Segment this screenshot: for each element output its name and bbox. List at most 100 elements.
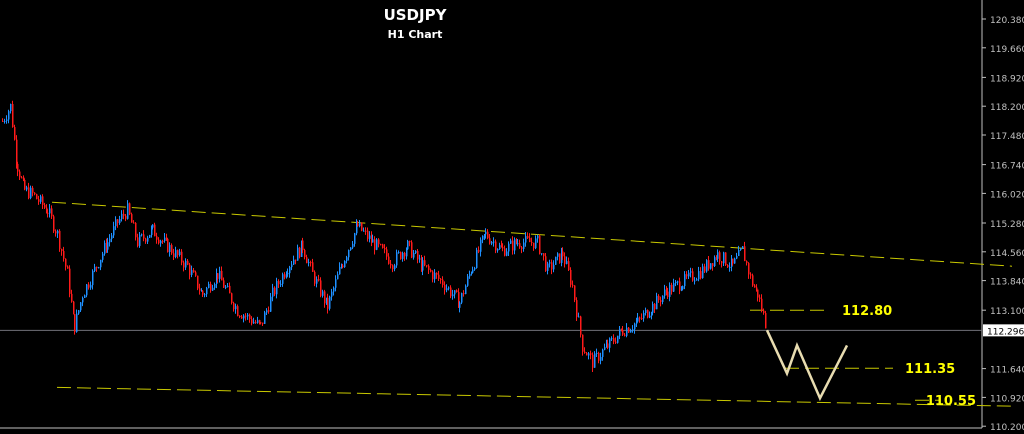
candle-body [287, 273, 289, 275]
candle-body [94, 266, 96, 271]
candle-body [312, 262, 314, 272]
candle-body [149, 234, 151, 238]
candle-body [617, 335, 619, 343]
candle-body [754, 285, 756, 288]
candle-body [656, 295, 658, 310]
candle-body [111, 235, 113, 239]
candle-body [409, 240, 411, 243]
candle-body [564, 256, 566, 264]
candle-body [322, 291, 324, 296]
candle-body [201, 290, 203, 292]
candle-body [576, 300, 578, 318]
candle-body [90, 285, 92, 288]
candle-body [531, 242, 533, 244]
candle-body [367, 230, 369, 239]
y-tick-label: 117.480 [990, 132, 1024, 142]
candle-body [411, 242, 413, 258]
candle-body [23, 177, 25, 180]
candle-body [96, 266, 98, 268]
candle-body [337, 274, 339, 280]
candle-body [630, 330, 632, 333]
candle-body [545, 256, 547, 271]
candle-body [107, 242, 109, 250]
candle-body [84, 295, 86, 298]
candle-body [14, 127, 16, 140]
candle-body [137, 237, 139, 246]
candle-body [316, 279, 318, 284]
candle-body [151, 227, 153, 235]
candle-body [484, 234, 486, 236]
candle-body [621, 328, 623, 331]
candle-body [17, 163, 19, 172]
candle-body [716, 257, 718, 259]
candle-body [216, 273, 218, 284]
candle-body [73, 301, 75, 315]
candle-body [260, 322, 262, 324]
candle-body [465, 285, 467, 295]
candle-body [143, 234, 145, 239]
candle-body [694, 280, 696, 282]
candle-body [331, 291, 333, 297]
candle-body [671, 284, 673, 292]
candle-body [206, 287, 208, 295]
candle-body [499, 245, 501, 249]
candle-body [156, 236, 158, 240]
candle-body [482, 235, 484, 240]
candle-body [572, 284, 574, 286]
candle-body [342, 265, 344, 268]
candle-body [247, 314, 249, 317]
candle-body [19, 171, 21, 178]
candle-body [426, 265, 428, 267]
candle-body [320, 280, 322, 296]
candle-body [357, 223, 359, 227]
candle-body [624, 334, 626, 336]
candle-body [594, 353, 596, 368]
candle-body [588, 353, 590, 356]
candle-body [606, 343, 608, 348]
candle-body [257, 320, 259, 323]
candle-body [636, 321, 638, 324]
candle-body [628, 327, 630, 333]
candle-body [193, 270, 195, 273]
candle-body [295, 259, 297, 261]
candle-body [392, 265, 394, 270]
candle-body [696, 279, 698, 281]
candle-body [497, 248, 499, 251]
candle-body [333, 287, 335, 292]
candle-body [454, 290, 456, 295]
chart-subtitle: H1 Chart [387, 28, 443, 41]
candle-body [131, 214, 133, 223]
candle-body [442, 279, 444, 286]
candle-body [121, 213, 123, 220]
candle-body [133, 222, 135, 224]
candle-body [42, 196, 44, 205]
candle-body [229, 285, 231, 294]
candle-body [590, 353, 592, 355]
candle-body [147, 237, 149, 242]
candle-body [308, 262, 310, 264]
candle-body [752, 275, 754, 286]
candle-body [185, 260, 187, 268]
candle-body [384, 248, 386, 250]
candle-body [708, 260, 710, 269]
candle-body [208, 283, 210, 288]
candle-body [88, 284, 90, 288]
candle-body [8, 111, 10, 120]
candle-body [289, 267, 291, 274]
candle-body [662, 295, 664, 302]
candle-body [301, 240, 303, 257]
candle-body [264, 312, 266, 324]
candle-body [314, 271, 316, 284]
candle-body [388, 256, 390, 264]
candle-body [348, 250, 350, 258]
candle-body [40, 196, 42, 202]
candle-body [517, 243, 519, 245]
candle-body [578, 316, 580, 318]
candle-body [227, 285, 229, 287]
candle-body [299, 247, 301, 257]
candle-body [485, 231, 487, 235]
candle-body [424, 260, 426, 266]
candle-body [51, 208, 53, 217]
candle-body [555, 256, 557, 265]
